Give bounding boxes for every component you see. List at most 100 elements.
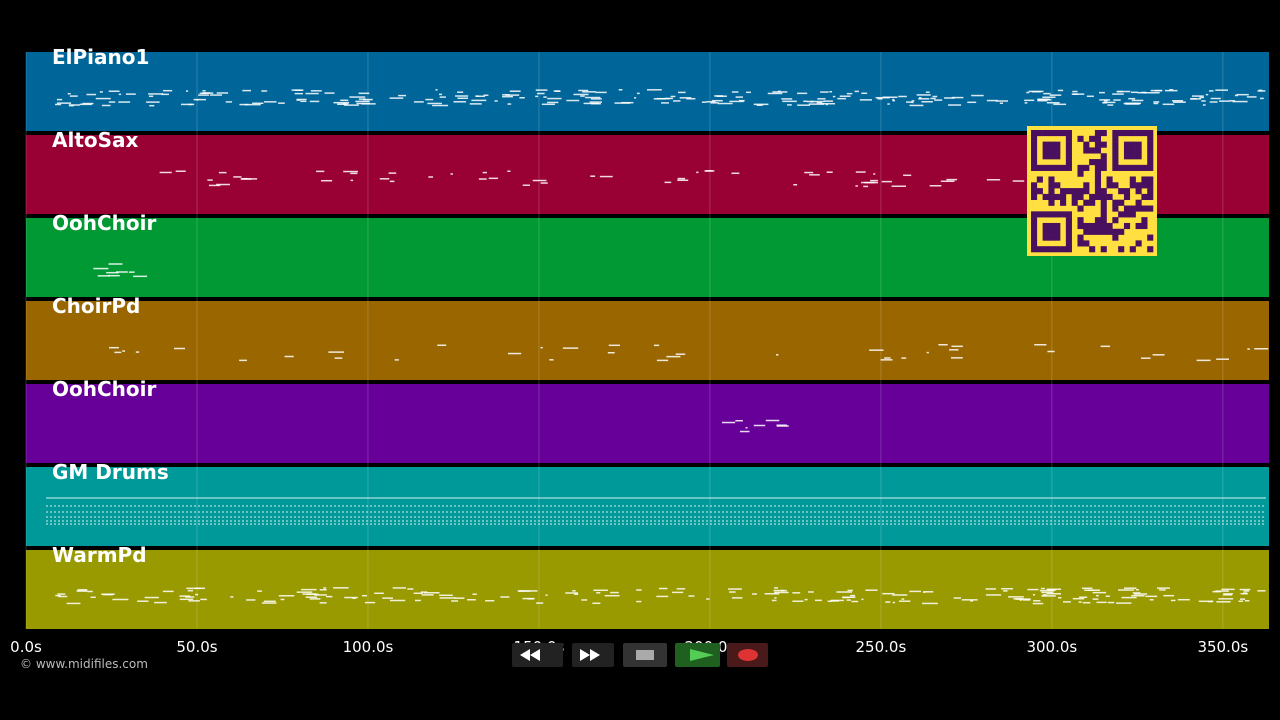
note [1140,357,1151,359]
note [1100,345,1111,348]
qr-cell [1060,193,1067,201]
note [1257,590,1266,592]
note [435,89,438,91]
qr-cell [1077,234,1084,241]
note [1072,597,1085,600]
note [242,89,251,92]
qr-cell [1065,234,1072,241]
note [881,180,892,183]
note [230,596,234,598]
note [263,101,277,103]
qr-cell [1065,153,1072,160]
qr-cell [1129,164,1136,171]
note [986,99,998,102]
note [673,100,681,102]
note [543,96,547,98]
note [793,183,798,186]
qr-cell [1054,228,1061,235]
qr-cell [1123,141,1131,148]
note [1125,102,1142,105]
note [355,100,370,103]
note [1084,589,1101,591]
note [970,600,974,602]
note [1046,102,1060,104]
note [1210,97,1221,100]
qr-cell [1118,164,1125,171]
note [767,92,783,95]
note [374,592,384,595]
note [809,100,825,103]
note [1196,359,1211,362]
note [1123,587,1137,589]
note [364,601,376,604]
qr-cell [1112,199,1119,206]
note [710,102,719,104]
note [291,89,302,91]
note [135,351,140,353]
note [1012,180,1025,182]
note [455,95,469,97]
qr-cell [1048,234,1055,241]
track-name: GM Drums [52,460,169,484]
note [407,588,414,590]
note [284,355,294,358]
note [873,173,876,175]
qr-cell [1112,164,1119,171]
qr-cell [1065,135,1072,142]
qr-cell [1106,182,1113,189]
note [1047,350,1055,353]
note [774,591,789,594]
qr-cell [1083,228,1090,235]
note [599,175,613,178]
qr-cell [1042,147,1049,154]
qr-cell [1036,130,1043,137]
note [562,347,579,349]
note [882,592,895,595]
note [343,103,349,105]
note [1015,598,1031,600]
note [946,178,958,181]
note [887,103,890,105]
note [233,176,242,178]
note [573,93,589,96]
qr-cell [1042,211,1049,218]
note [865,589,878,591]
note [1128,97,1136,100]
qr-cell [1112,135,1119,142]
note [1079,596,1088,598]
note [590,98,602,100]
note [729,591,736,593]
note [413,592,423,595]
note [242,177,248,180]
note [918,98,930,100]
note [1042,594,1047,596]
note [216,183,230,186]
note [239,359,247,362]
qr-cell [1048,176,1055,183]
qr-cell [1135,182,1142,189]
note [175,170,186,172]
qr-cell [1123,164,1131,171]
note [1131,594,1145,597]
note [1107,104,1114,106]
note [108,90,120,92]
play-icon [690,649,714,661]
note [114,351,122,354]
qr-cell [1077,205,1084,212]
qr-cell [1123,193,1131,201]
note [1037,99,1048,102]
note [439,594,453,597]
qr-cell [1147,188,1154,195]
note [280,598,285,601]
note [1037,99,1052,101]
note [672,591,684,594]
qr-cell [1100,159,1107,166]
qr-cell [1118,246,1125,253]
note [792,592,801,594]
note [1202,104,1206,106]
qr-cell [1042,193,1049,201]
qr-cell [1135,199,1142,206]
note [656,595,669,598]
note [180,103,195,106]
qr-cell [1048,141,1055,148]
